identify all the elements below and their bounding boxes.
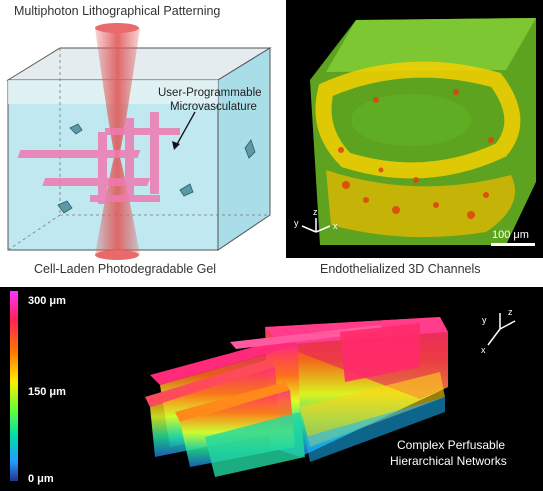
scale-label-mid: 150 μm	[28, 386, 66, 398]
panel-b-axes	[301, 218, 331, 233]
scale-label-top: 300 μm	[28, 295, 66, 307]
scale-label-bottom: 0 μm	[28, 473, 54, 485]
network-render: 300 μm 150 μm 0 μm y z	[10, 291, 516, 485]
panel-c-axes	[487, 313, 516, 346]
axis-c-label-y: y	[482, 315, 487, 325]
axis-label-x: x	[333, 221, 338, 231]
axis-label-y: y	[294, 218, 299, 228]
panel-lithography: Multiphoton Lithographical Patterning	[0, 0, 275, 282]
annotation-line-2: Microvasculature	[170, 101, 257, 113]
panel-a-title: Multiphoton Lithographical Patterning	[14, 4, 221, 18]
confocal-render: y z x 100 μm	[286, 0, 543, 258]
panel-b-caption: Endothelialized 3D Channels	[320, 262, 481, 276]
panel-a-caption: Cell-Laden Photodegradable Gel	[34, 262, 217, 276]
cells	[57, 123, 256, 214]
microvasculature-channels	[17, 112, 180, 204]
depth-colorbar	[10, 291, 18, 481]
scale-bar	[491, 243, 535, 246]
annotation-line-1: User-Programmable	[158, 87, 262, 99]
perfusable-network	[145, 317, 448, 477]
axis-c-label-x: x	[481, 345, 486, 355]
panel-endothelialized-channels: y z x 100 μm Endothelialized 3D Channels	[286, 0, 543, 282]
gel-schematic: User-Programmable Microvasculature	[6, 23, 272, 260]
panel-c-caption-line-1: Complex Perfusable	[397, 438, 505, 452]
panel-hierarchical-network: 300 μm 150 μm 0 μm y z	[0, 287, 543, 491]
panel-c-caption-line-2: Hierarchical Networks	[390, 454, 507, 468]
axis-c-label-z: z	[508, 307, 513, 317]
axis-label-z: z	[313, 207, 318, 217]
gel-side-face	[217, 47, 271, 251]
scale-bar-label: 100 μm	[492, 229, 529, 241]
